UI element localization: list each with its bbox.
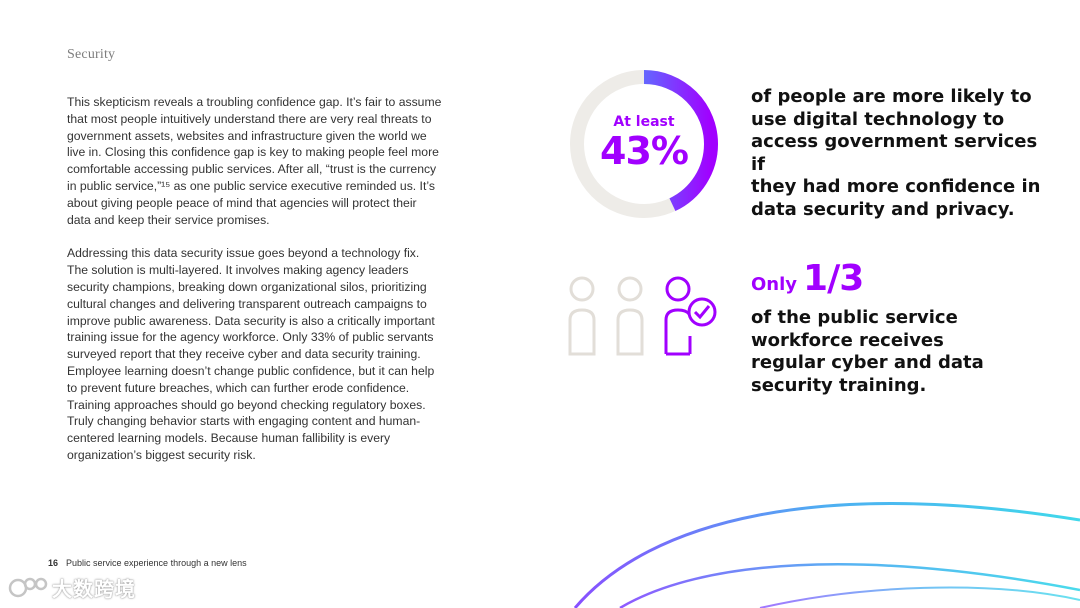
stat2-value: 1/3	[803, 258, 864, 299]
person-icon	[568, 276, 596, 356]
stat1-value: 43%	[600, 129, 689, 173]
watermark-text: 大数跨境	[52, 577, 136, 601]
body-paragraph-2: Addressing this data security issue goes…	[67, 246, 435, 462]
watermark-logo-icon	[8, 577, 48, 597]
stat2-description: of the public service workforce receives…	[751, 307, 984, 396]
person-icon	[616, 276, 644, 356]
footer-title: Public service experience through a new …	[66, 558, 247, 568]
watermark: 大数跨境	[8, 573, 136, 602]
section-label: Security	[67, 47, 116, 62]
stat2-headline: Only 1/3	[751, 258, 864, 299]
footer: 16 Public service experience through a ne…	[48, 558, 247, 568]
stat1-prefix: At least	[613, 114, 675, 130]
donut-chart	[570, 70, 718, 218]
donut-label: At least 43%	[568, 113, 720, 171]
stat2-prefix: Only	[751, 274, 798, 295]
donut-progress-arc	[570, 70, 718, 218]
stat1-description: of people are more likely to use digital…	[751, 86, 1041, 220]
page-number: 16	[48, 558, 59, 568]
people-icons	[568, 276, 717, 356]
body-text: This skepticism reveals a troubling conf…	[67, 94, 487, 481]
person-check-icon	[664, 276, 717, 356]
body-paragraph-1: This skepticism reveals a troubling conf…	[67, 95, 442, 227]
